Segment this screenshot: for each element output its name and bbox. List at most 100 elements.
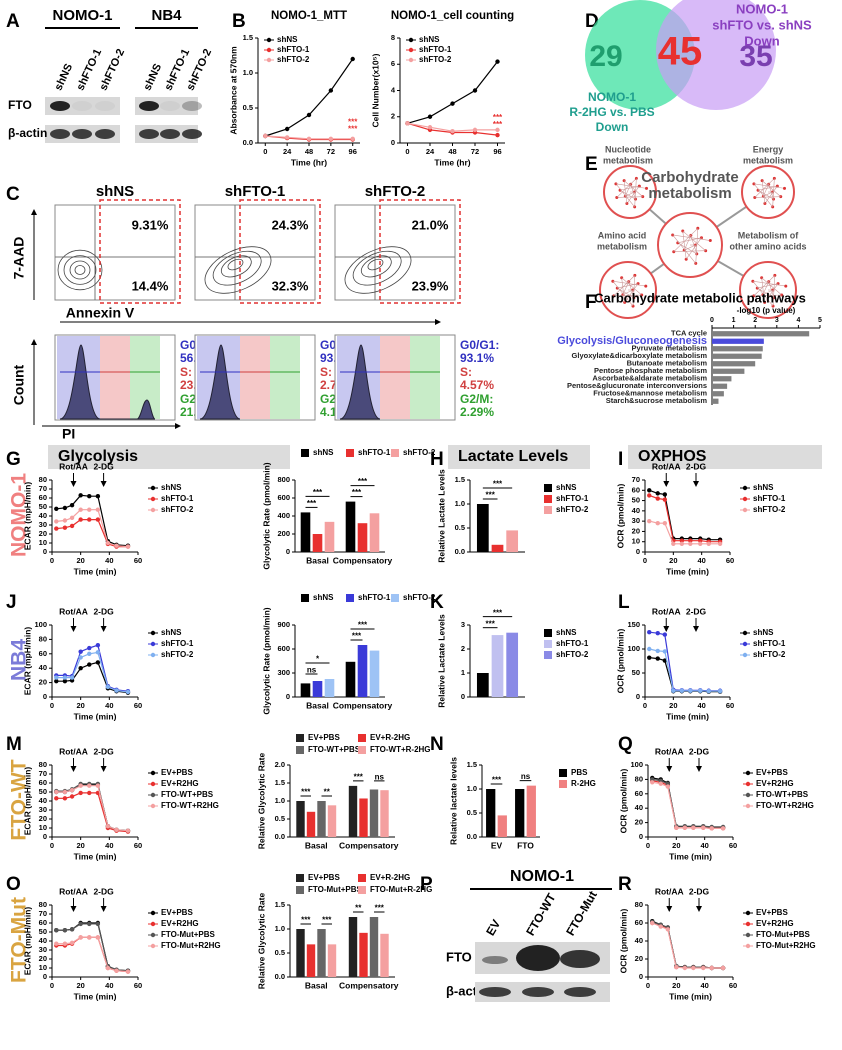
network-label: Nucleotide <box>605 144 651 154</box>
y-tick-label: 0.5 <box>455 523 465 532</box>
y-tick-label: 0 <box>461 692 465 701</box>
point <box>78 921 83 927</box>
network-edge <box>682 230 706 251</box>
point <box>662 649 668 654</box>
y-tick-label: 20 <box>635 954 643 963</box>
cell-cycle-text: 4.57% <box>460 378 494 392</box>
y-tick-label: 900 <box>277 620 290 629</box>
apoptosis-pct: 9.31% <box>132 217 169 232</box>
series-line <box>56 509 129 548</box>
legend-marker <box>742 641 748 647</box>
series-line <box>56 936 129 973</box>
bar <box>491 635 504 697</box>
contour <box>352 250 402 286</box>
x-tick-label: EV <box>491 840 503 850</box>
x-tick-label: 20 <box>76 556 84 565</box>
legend-swatch <box>296 734 304 742</box>
legend-label: R-2HG <box>571 779 596 788</box>
bar <box>345 661 356 697</box>
legend-marker <box>742 496 748 502</box>
blot-band <box>522 987 554 997</box>
point <box>717 541 723 546</box>
significance: ** <box>355 904 362 913</box>
y-tick-label: 0.5 <box>243 103 253 112</box>
network-edge <box>753 275 776 297</box>
legend-label: FTO-WT+PBS <box>161 790 214 799</box>
point <box>688 541 693 546</box>
legend-swatch <box>544 484 552 492</box>
network-edge <box>754 196 781 198</box>
x-tick-label: 0 <box>50 701 54 710</box>
panel-letter: Q <box>618 734 633 755</box>
bar <box>506 632 519 697</box>
series-line <box>652 922 724 969</box>
x-tick-label: 0 <box>646 841 650 850</box>
venn-count: 45 <box>658 30 703 74</box>
network-edge <box>612 281 634 307</box>
x-tick-label: 48 <box>305 147 313 156</box>
significance: *** <box>352 488 362 497</box>
legend-label: EV+PBS <box>756 768 788 777</box>
blot-row-label: β-actin <box>8 126 47 140</box>
legend-label: shFTO-2 <box>403 448 436 457</box>
point <box>655 496 660 501</box>
significance: *** <box>307 499 317 508</box>
cell-cycle-text: 2.29% <box>460 405 494 419</box>
y-tick-label: 20 <box>39 529 47 538</box>
network-edge <box>672 234 711 241</box>
significance: *** <box>493 480 503 489</box>
x-tick-label: 40 <box>105 701 113 710</box>
y-tick-label: 0 <box>636 547 640 556</box>
point <box>427 114 433 119</box>
network-edge <box>613 275 636 297</box>
point <box>95 642 101 648</box>
network-dot <box>783 186 787 190</box>
bar <box>486 789 496 837</box>
panel-letter: N <box>430 734 444 755</box>
legend-label: FTO-WT+PBS <box>308 745 361 754</box>
legend-label: EV+R2HG <box>756 779 794 788</box>
point <box>69 940 75 945</box>
legend-label: shNS <box>313 593 334 602</box>
annotation: Rot/AA <box>59 606 88 616</box>
point <box>54 928 59 933</box>
x-axis-title: Time (hr) <box>291 157 327 167</box>
legend-marker <box>745 932 751 938</box>
y-tick-label: 8 <box>391 33 395 42</box>
legend-marker <box>150 910 156 916</box>
bar <box>300 683 311 697</box>
y-tick-label: 80 <box>635 774 643 783</box>
y-tick-label: 100 <box>630 760 643 769</box>
panel-letter: K <box>430 592 444 613</box>
network-edge <box>763 191 773 197</box>
point <box>662 492 668 497</box>
y-axis-title: ECAR (mpH/min) <box>22 907 32 976</box>
point <box>54 506 59 511</box>
point <box>69 523 75 529</box>
y-tick-label: 0.0 <box>243 138 253 147</box>
s-region <box>240 336 270 419</box>
category-label: Ascorbate&aldarate metabolism <box>592 374 707 383</box>
legend-label: shFTO-2 <box>556 505 589 514</box>
legend-marker <box>745 921 751 927</box>
network-edge <box>682 231 687 260</box>
blot-band <box>182 101 202 111</box>
point <box>69 675 75 680</box>
x-tick-label: 2 <box>753 317 757 324</box>
point <box>650 780 655 785</box>
section-header-bg <box>48 445 290 469</box>
legend-marker <box>266 57 272 63</box>
point <box>450 128 455 134</box>
annotation: 2-DG <box>686 461 707 471</box>
x-tick-label: 0 <box>50 556 54 565</box>
y-axis-title: Absorbance at 570nm <box>228 46 238 135</box>
series-line <box>407 61 498 124</box>
category-label: Glyoxylate&dicarboxylate metabolism <box>572 351 708 360</box>
y-tick-label: 50 <box>39 787 47 796</box>
bar <box>327 805 337 837</box>
y-tick-label: 0 <box>286 692 290 701</box>
venn-label: R-2HG vs. PBS <box>569 105 654 119</box>
legend-label: shNS <box>753 483 774 492</box>
legend-label: EV+R-2HG <box>370 733 410 742</box>
legend-label: shFTO-1 <box>556 494 589 503</box>
